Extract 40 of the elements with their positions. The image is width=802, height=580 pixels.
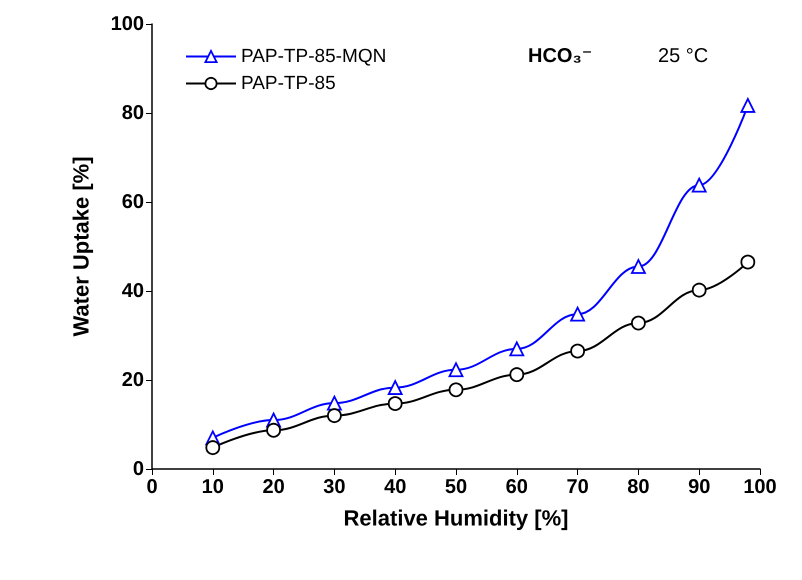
annotation: 25 °C xyxy=(658,45,708,67)
point xyxy=(388,380,403,395)
x-tick-label: 10 xyxy=(202,476,224,498)
y-tick-label: 100 xyxy=(110,13,144,35)
point xyxy=(509,367,524,382)
x-tick-label: 0 xyxy=(146,476,158,498)
point xyxy=(692,178,707,192)
point xyxy=(448,362,464,378)
x-axis-title: Relative Humidity [%] xyxy=(344,506,568,530)
y-tick-label: 40 xyxy=(122,280,144,302)
y-tick-label: 80 xyxy=(122,102,144,124)
point xyxy=(570,306,585,322)
y-tick-label: 60 xyxy=(122,191,144,213)
y-tick-label: 20 xyxy=(122,369,144,391)
x-tick-label: 40 xyxy=(384,476,406,498)
point xyxy=(740,98,756,113)
x-tick-label: 60 xyxy=(506,476,528,498)
x-tick-label: 80 xyxy=(627,476,650,498)
point xyxy=(631,316,646,330)
point xyxy=(509,341,524,356)
point xyxy=(205,440,220,456)
x-tick-label: 70 xyxy=(566,476,589,498)
point xyxy=(327,408,342,423)
point xyxy=(740,254,756,270)
y-axis-title: Water Uptake [%] xyxy=(68,156,94,337)
legend-label: PAP-TP-85-MQN xyxy=(241,46,386,67)
point xyxy=(692,282,707,298)
point xyxy=(631,259,646,274)
x-tick-label: 20 xyxy=(262,476,285,498)
point xyxy=(266,422,281,438)
point xyxy=(448,382,464,398)
x-tick-label: 90 xyxy=(688,476,710,498)
x-tick-label: 100 xyxy=(743,476,777,498)
annotation: HCO₃⁻ xyxy=(528,45,592,67)
legend-label: PAP-TP-85 xyxy=(241,73,336,94)
point xyxy=(570,344,585,358)
point xyxy=(388,396,403,411)
x-tick-label: 30 xyxy=(323,476,346,498)
x-tick-label: 50 xyxy=(444,476,468,498)
y-tick-label: 0 xyxy=(132,458,144,480)
